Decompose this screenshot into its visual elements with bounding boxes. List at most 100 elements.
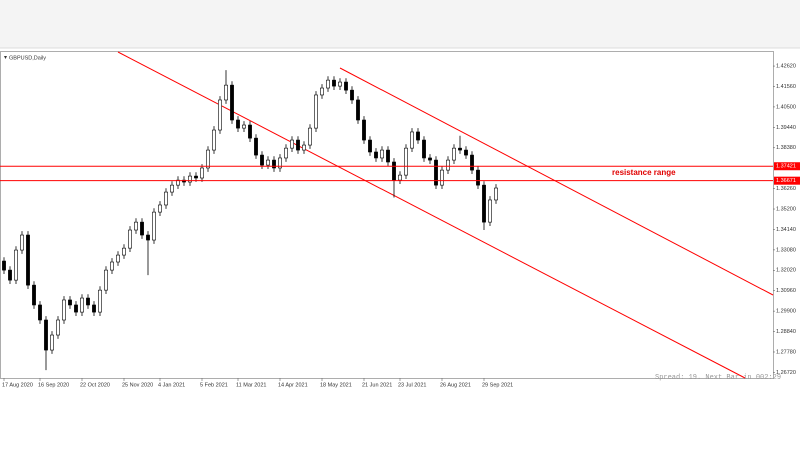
candle-body xyxy=(170,184,174,193)
y-tick-label: 1.33080 xyxy=(776,247,796,253)
level-label: 1.37421 xyxy=(776,164,796,170)
level-label: 1.36671 xyxy=(776,178,796,184)
candle-body xyxy=(446,159,450,171)
x-tick-label: 25 Nov 2020 xyxy=(122,382,153,388)
candle-body xyxy=(272,159,276,169)
candle-body xyxy=(80,297,84,313)
candle-body xyxy=(194,175,198,179)
candle-body xyxy=(200,167,204,179)
candle-body xyxy=(62,299,66,321)
y-tick-label: 1.29900 xyxy=(776,309,796,315)
candle-body xyxy=(464,149,468,156)
candle-body xyxy=(206,149,210,169)
candle-body xyxy=(230,84,234,121)
candle-body xyxy=(242,124,246,129)
y-tick-label: 1.38380 xyxy=(776,145,796,151)
candle-body xyxy=(50,334,54,351)
trend-line-lower xyxy=(117,51,746,379)
x-tick-label: 11 Mar 2021 xyxy=(236,382,266,388)
candle-body xyxy=(56,319,60,336)
candle-body xyxy=(386,149,390,163)
candle-body xyxy=(26,234,30,286)
candle-body xyxy=(266,159,270,166)
candle-body xyxy=(14,249,18,281)
x-tick-label: 21 Jun 2021 xyxy=(362,382,392,388)
candle-body xyxy=(344,81,348,91)
candle-body xyxy=(494,187,498,201)
y-tick-label: 1.41560 xyxy=(776,84,796,90)
candle-body xyxy=(128,229,132,249)
trend-line-upper xyxy=(339,67,774,296)
y-tick-label: 1.30960 xyxy=(776,288,796,294)
y-tick-label: 1.34140 xyxy=(776,227,796,233)
x-tick-label: 16 Sep 2020 xyxy=(38,382,69,388)
x-tick-label: 26 Aug 2021 xyxy=(440,382,471,388)
candle-body xyxy=(482,184,486,223)
level-tag xyxy=(774,162,800,171)
candle-body xyxy=(488,199,492,223)
candle-body xyxy=(278,157,282,169)
candle-body xyxy=(236,119,240,129)
y-tick-label: 1.42620 xyxy=(776,64,796,70)
candle-body xyxy=(32,284,36,306)
candle-body xyxy=(176,179,180,186)
candle-body xyxy=(116,254,120,263)
candle-body xyxy=(470,154,474,171)
y-tick-label: 1.40500 xyxy=(776,104,796,110)
candle-body xyxy=(338,81,342,87)
candle-body xyxy=(440,169,444,186)
candle-body xyxy=(98,289,102,313)
chart-title: GBPUSD,Daily xyxy=(9,55,46,61)
candle-body xyxy=(422,139,426,159)
candle-body xyxy=(356,99,360,121)
candle-body xyxy=(248,124,252,139)
candle-body xyxy=(476,169,480,186)
candle-body xyxy=(158,204,162,213)
candle-body xyxy=(164,191,168,206)
candle-body xyxy=(380,149,384,159)
candle-body xyxy=(416,131,420,141)
candle-body xyxy=(254,137,258,156)
y-tick-label: 1.26720 xyxy=(776,370,796,376)
status-text: Spread: 19. Next Bar in 002:29 xyxy=(655,374,781,382)
x-tick-label: 22 Oct 2020 xyxy=(80,382,110,388)
candle-body xyxy=(218,99,222,131)
candle-body xyxy=(38,304,42,321)
candle-body xyxy=(212,129,216,151)
candle-body xyxy=(458,147,462,151)
candle-body xyxy=(110,261,114,271)
candle-body xyxy=(296,139,300,151)
candle-body xyxy=(104,269,108,291)
candle-body xyxy=(428,157,432,161)
y-tick-label: 1.27780 xyxy=(776,349,796,355)
candles xyxy=(2,70,498,371)
candle-body xyxy=(74,304,78,313)
candle-body xyxy=(434,159,438,186)
candle-body xyxy=(290,139,294,149)
candle-body xyxy=(410,131,414,149)
candle-body xyxy=(302,144,306,151)
candle-body xyxy=(284,147,288,159)
candle-body xyxy=(362,119,366,141)
annotation: resistance range xyxy=(612,168,676,177)
candle-body xyxy=(140,221,144,236)
candle-body xyxy=(224,84,228,101)
candle-body xyxy=(146,234,150,241)
candle-body xyxy=(92,304,96,313)
candle-body xyxy=(152,211,156,241)
candle-body xyxy=(374,151,378,159)
candle-body xyxy=(452,147,456,161)
candle-body xyxy=(188,175,192,183)
candle-body xyxy=(398,174,402,181)
candle-body xyxy=(44,319,48,351)
candle-body xyxy=(86,297,90,306)
candle-body xyxy=(314,94,318,129)
candle-body xyxy=(404,147,408,176)
candle-body xyxy=(260,154,264,166)
y-tick-label: 1.28840 xyxy=(776,329,796,335)
candle-body xyxy=(134,221,138,231)
toolbar xyxy=(0,0,800,48)
candle-body xyxy=(326,79,330,89)
